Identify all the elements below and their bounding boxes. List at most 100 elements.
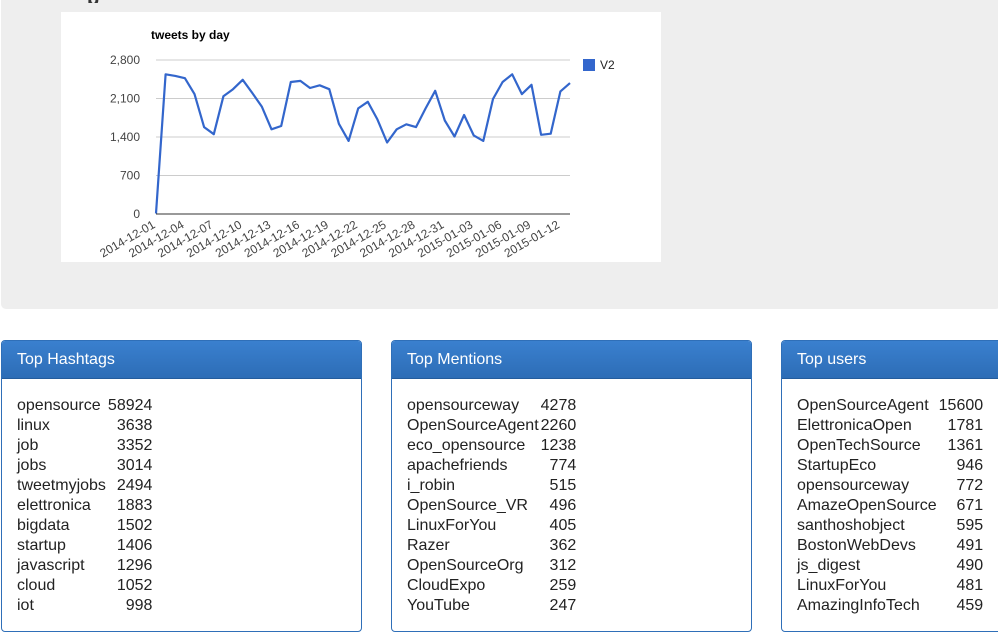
list-item: OpenSource_VR 496: [407, 496, 576, 516]
item-count: 405: [549, 517, 577, 534]
hashtags-table: opensource 58924 linux 3638 job 3352 jobs 3014 t…: [17, 396, 152, 616]
data-point[interactable]: [473, 134, 475, 136]
list-item: santhoshobject 595: [797, 516, 983, 536]
item-name: startup: [17, 537, 66, 554]
item-count: 772: [956, 477, 984, 494]
data-point[interactable]: [194, 93, 196, 95]
data-point[interactable]: [386, 142, 388, 144]
list-item: js_digest 490: [797, 556, 983, 576]
item-name: StartupEco: [797, 457, 877, 474]
list-item: opensource 58924: [17, 396, 152, 416]
data-point[interactable]: [261, 106, 263, 108]
data-point[interactable]: [425, 107, 427, 109]
data-point[interactable]: [271, 128, 273, 130]
y-tick-label: 1,400: [110, 130, 140, 144]
data-point[interactable]: [155, 212, 157, 214]
item-name: tweetmyjobs: [17, 477, 106, 494]
data-point[interactable]: [299, 80, 301, 82]
list-item: apachefriends 774: [407, 456, 576, 476]
data-point[interactable]: [338, 123, 340, 125]
data-point[interactable]: [174, 75, 176, 77]
item-count: 515: [549, 477, 577, 494]
data-point[interactable]: [251, 92, 253, 94]
item-count: 2260: [540, 417, 577, 434]
data-point[interactable]: [309, 87, 311, 89]
data-point[interactable]: [530, 84, 532, 86]
data-point[interactable]: [328, 88, 330, 90]
data-point[interactable]: [550, 133, 552, 135]
data-point[interactable]: [213, 133, 215, 135]
data-point[interactable]: [511, 73, 513, 75]
data-point[interactable]: [357, 107, 359, 109]
data-point[interactable]: [482, 140, 484, 142]
item-name: opensourceway: [797, 477, 910, 494]
item-count: 1781: [947, 417, 984, 434]
legend-label-v2[interactable]: V2: [600, 58, 615, 72]
item-name: opensource: [17, 397, 101, 414]
item-count: 3638: [116, 417, 153, 434]
item-name: eco_opensource: [407, 437, 526, 454]
data-point[interactable]: [415, 126, 417, 128]
data-point[interactable]: [222, 95, 224, 97]
item-name: i_robin: [407, 477, 456, 494]
item-name: OpenSourceOrg: [407, 557, 524, 574]
item-name: iot: [17, 597, 34, 614]
data-point[interactable]: [367, 101, 369, 103]
data-point[interactable]: [569, 82, 571, 84]
item-count: 1052: [116, 577, 153, 594]
top-mentions-panel: Top Mentions opensourceway 4278 OpenSource…: [391, 340, 752, 632]
item-name: js_digest: [797, 557, 861, 574]
data-point[interactable]: [521, 93, 523, 95]
data-point[interactable]: [348, 140, 350, 142]
list-item: ElettronicaOpen 1781: [797, 416, 983, 436]
item-name: bigdata: [17, 517, 70, 534]
item-name: BostonWebDevs: [797, 537, 916, 554]
item-name: cloud: [17, 577, 56, 594]
list-item: javascript 1296: [17, 556, 152, 576]
data-point[interactable]: [434, 90, 436, 92]
list-item: eco_opensource 1238: [407, 436, 576, 456]
list-item: linux 3638: [17, 416, 152, 436]
data-point[interactable]: [280, 125, 282, 127]
list-item: Razer 362: [407, 536, 576, 556]
item-name: CloudExpo: [407, 577, 486, 594]
item-count: 1406: [116, 537, 153, 554]
legend-swatch-v2: [583, 59, 595, 71]
list-item: OpenSourceAgent 15600: [797, 396, 983, 416]
data-point[interactable]: [376, 118, 378, 120]
data-point[interactable]: [319, 84, 321, 86]
top-hashtags-panel: Top Hashtags opensource 58924 linux 3638 job…: [1, 340, 362, 632]
data-point[interactable]: [492, 98, 494, 100]
tweets-by-day-chart: 0 700 1,400 2,100 2,800 2014-12-01 2014-12-04…: [61, 12, 661, 262]
list-item: i_robin 515: [407, 476, 576, 496]
item-name: YouTube: [407, 597, 470, 614]
data-point[interactable]: [290, 81, 292, 83]
list-item: opensourceway 4278: [407, 396, 576, 416]
data-point[interactable]: [396, 128, 398, 130]
list-item: OpenSourceAgent 2260: [407, 416, 576, 436]
item-name: OpenSourceAgent: [797, 397, 929, 414]
list-item: CloudExpo 259: [407, 576, 576, 596]
item-count: 3352: [116, 437, 153, 454]
list-item: iot 998: [17, 596, 152, 616]
data-point[interactable]: [405, 123, 407, 125]
item-count: 2494: [116, 477, 153, 494]
section-heading-fragment: p: [87, 0, 109, 3]
data-point[interactable]: [540, 134, 542, 136]
list-item: BostonWebDevs 491: [797, 536, 983, 556]
data-point[interactable]: [203, 126, 205, 128]
data-point[interactable]: [502, 81, 504, 83]
item-count: 595: [956, 517, 984, 534]
data-point[interactable]: [232, 88, 234, 90]
data-point[interactable]: [242, 79, 244, 81]
users-table: OpenSourceAgent 15600 ElettronicaOpen 1781 O…: [797, 396, 983, 616]
data-point[interactable]: [453, 135, 455, 137]
data-point[interactable]: [463, 114, 465, 116]
data-point[interactable]: [444, 120, 446, 122]
data-point[interactable]: [559, 90, 561, 92]
data-point[interactable]: [165, 73, 167, 75]
item-count: 1296: [116, 557, 153, 574]
panel-title: Top users: [782, 341, 998, 379]
data-point[interactable]: [184, 77, 186, 79]
list-item: cloud 1052: [17, 576, 152, 596]
